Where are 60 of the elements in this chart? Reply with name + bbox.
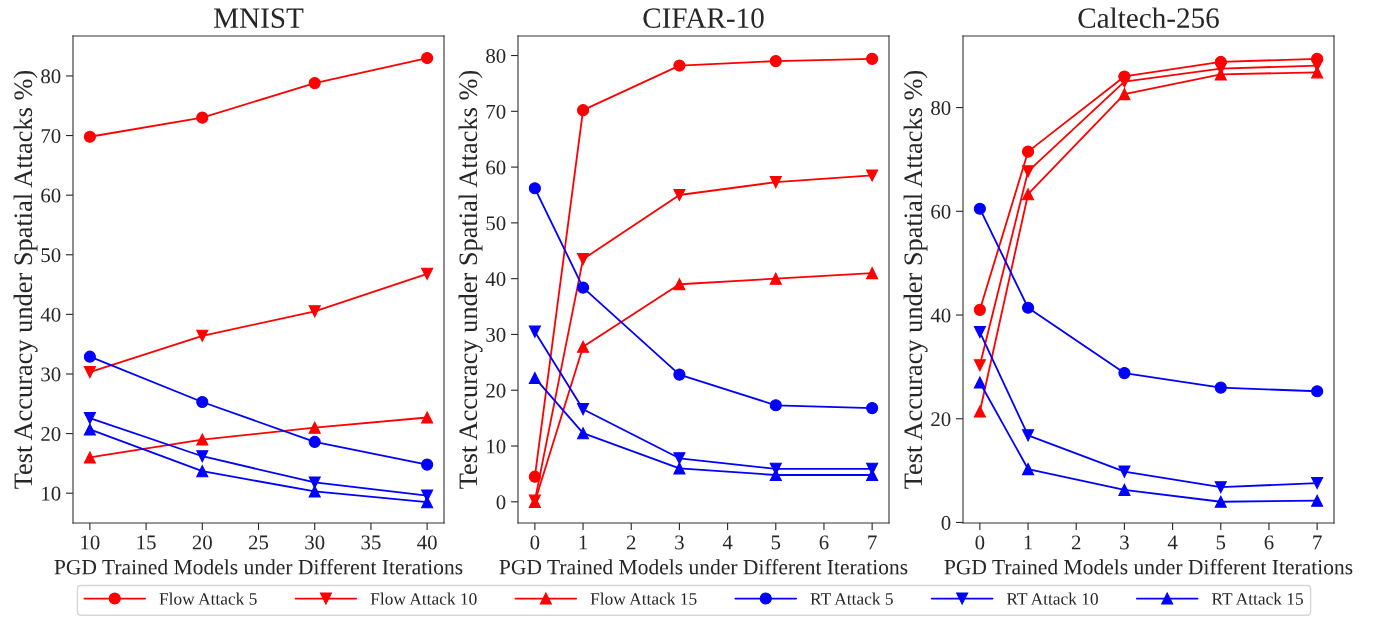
y-tick-label: 30 [486,327,506,342]
x-tick-label: 1 [579,535,587,550]
y-tick-label: 40 [485,272,506,287]
chart-title: MNIST [213,8,304,28]
y-tick-label: 10 [487,439,506,454]
x-tick-label: 0 [975,535,985,550]
x-tick-label: 6 [819,535,829,550]
legend-label: RT Attack 5 [810,592,893,605]
x-tick-label: 10 [81,535,100,550]
x-tick-label: 7 [868,535,877,550]
y-tick-label: 0 [496,495,506,510]
y-tick-label: 40 [930,308,951,323]
x-tick-label: 30 [305,535,325,550]
legend-label: RT Attack 10 [1006,592,1098,605]
x-tick-label: 6 [1264,535,1274,550]
chart-title: CIFAR-10 [643,8,764,28]
chart-title: Caltech-256 [1078,7,1219,28]
x-tick-label: 3 [1120,535,1129,550]
legend-label: Flow Attack 5 [159,592,257,605]
x-tick-label: 4 [722,535,733,550]
x-axis-title: PGD Trained Models under Different Iterations [499,559,908,575]
x-tick-label: 2 [626,535,636,550]
x-axis-title: PGD Trained Models under Different Iterations [54,559,463,575]
y-tick-label: 60 [486,160,506,175]
x-axis-title: PGD Trained Models under Different Iterations [944,559,1353,575]
y-tick-label: 60 [41,188,61,203]
y-tick-label: 50 [41,248,61,263]
y-tick-label: 50 [486,216,506,231]
x-tick-label: 4 [1167,535,1178,550]
y-tick-label: 70 [41,128,61,143]
x-tick-label: 5 [771,535,781,550]
x-tick-label: 0 [530,535,540,550]
x-tick-label: 15 [137,535,156,550]
y-tick-label: 40 [40,307,61,322]
x-tick-label: 1 [1024,535,1032,550]
x-tick-label: 7 [1313,535,1322,550]
y-tick-label: 10 [42,486,61,501]
x-tick-label: 2 [1071,535,1081,550]
y-axis-title: Test Accuracy under Spatial Attacks %) [903,70,928,489]
x-tick-label: 35 [361,535,381,550]
y-tick-label: 20 [41,426,61,442]
x-tick-label: 40 [417,535,437,550]
legend-label: Flow Attack 10 [370,592,477,605]
y-tick-label: 20 [486,383,506,398]
y-tick-label: 0 [941,515,951,530]
x-tick-label: 20 [192,535,212,550]
y-axis-title: Test Accuracy under Spatial Attacks %) [13,70,38,489]
x-tick-label: 5 [1216,535,1226,550]
y-axis-title: Test Accuracy under Spatial Attacks %) [458,70,483,489]
x-tick-label: 3 [675,535,684,550]
legend-label: Flow Attack 15 [590,592,697,605]
y-tick-label: 80 [486,48,506,63]
y-tick-label: 20 [931,412,951,427]
y-tick-label: 30 [41,367,61,382]
y-tick-label: 60 [931,204,951,219]
y-tick-label: 80 [931,100,951,116]
y-tick-label: 70 [486,104,506,119]
y-tick-label: 80 [41,69,61,84]
x-tick-label: 25 [249,535,269,550]
legend-label: RT Attack 15 [1211,592,1303,605]
